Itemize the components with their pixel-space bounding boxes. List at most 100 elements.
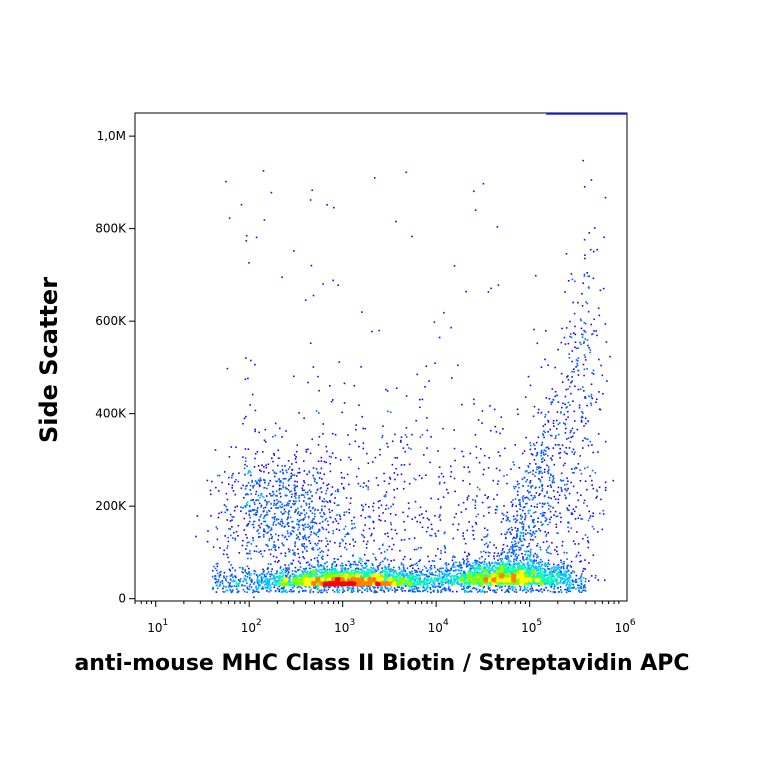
event-dot bbox=[519, 515, 522, 517]
event-dot bbox=[216, 565, 219, 568]
event-dot bbox=[419, 590, 421, 593]
event-dot bbox=[527, 562, 529, 565]
event-dot bbox=[584, 322, 587, 325]
event-dot bbox=[250, 586, 253, 588]
event-dot bbox=[481, 410, 484, 412]
event-dot bbox=[515, 545, 517, 548]
event-dot bbox=[540, 521, 542, 523]
event-dot bbox=[524, 566, 526, 568]
event-dot bbox=[231, 590, 234, 593]
event-dot bbox=[545, 549, 548, 551]
event-dot bbox=[321, 478, 323, 480]
event-dot bbox=[546, 583, 549, 585]
event-dot bbox=[468, 585, 470, 588]
event-dot bbox=[440, 552, 442, 554]
event-dot bbox=[362, 442, 365, 444]
event-dot bbox=[272, 578, 275, 580]
event-dot bbox=[591, 479, 593, 482]
event-dot bbox=[293, 583, 296, 586]
event-dot bbox=[488, 581, 491, 584]
event-dot bbox=[439, 577, 441, 580]
event-dot bbox=[519, 499, 521, 501]
event-dot bbox=[252, 509, 254, 512]
event-dot bbox=[257, 529, 259, 531]
event-dot bbox=[378, 564, 380, 567]
event-dot bbox=[461, 573, 464, 575]
event-dot bbox=[383, 566, 386, 568]
event-dot bbox=[310, 574, 313, 577]
event-dot bbox=[424, 386, 426, 388]
event-dot bbox=[568, 522, 570, 524]
event-dot bbox=[460, 567, 462, 569]
event-dot bbox=[352, 587, 355, 590]
event-dot bbox=[401, 586, 403, 589]
event-dot bbox=[605, 341, 608, 343]
event-dot bbox=[574, 346, 576, 349]
event-dot bbox=[267, 531, 270, 533]
event-dot bbox=[562, 565, 565, 567]
event-dot bbox=[604, 489, 607, 491]
event-dot bbox=[245, 504, 247, 507]
event-dot bbox=[511, 567, 513, 570]
event-dot bbox=[457, 572, 459, 575]
event-dot bbox=[323, 512, 325, 514]
event-dot bbox=[487, 567, 490, 570]
event-dot bbox=[257, 499, 260, 502]
event-dot bbox=[370, 590, 373, 592]
event-dot bbox=[558, 566, 561, 568]
event-dot bbox=[539, 575, 542, 577]
event-dot bbox=[475, 445, 478, 448]
event-dot bbox=[510, 468, 512, 470]
event-dot bbox=[336, 591, 339, 593]
event-dot bbox=[246, 484, 248, 487]
event-dot bbox=[410, 586, 413, 589]
event-dot bbox=[591, 333, 593, 336]
event-dot bbox=[467, 560, 469, 563]
event-dot bbox=[310, 521, 312, 524]
event-dot bbox=[510, 555, 512, 557]
event-dot bbox=[265, 583, 267, 586]
event-dot bbox=[569, 576, 572, 578]
event-dot bbox=[476, 560, 479, 562]
event-dot bbox=[289, 575, 292, 577]
event-dot bbox=[243, 517, 245, 520]
event-dot bbox=[493, 589, 495, 591]
event-dot bbox=[587, 519, 590, 522]
event-dot bbox=[273, 584, 275, 586]
event-dot bbox=[311, 548, 314, 551]
event-dot bbox=[514, 521, 517, 523]
event-dot bbox=[226, 575, 228, 578]
event-dot bbox=[277, 464, 279, 467]
event-dot bbox=[592, 333, 594, 335]
event-dot bbox=[433, 583, 436, 585]
event-dot bbox=[305, 561, 308, 564]
event-dot bbox=[479, 588, 481, 591]
event-dot bbox=[422, 517, 425, 519]
event-dot bbox=[543, 514, 545, 517]
event-dot bbox=[527, 510, 529, 512]
event-dot bbox=[507, 516, 509, 519]
event-dot bbox=[542, 567, 545, 570]
event-dot bbox=[425, 573, 427, 576]
event-dot bbox=[587, 546, 590, 549]
event-dot bbox=[304, 513, 306, 516]
event-dot bbox=[580, 419, 583, 422]
event-dot bbox=[532, 581, 534, 583]
event-dot bbox=[589, 248, 592, 251]
event-dot bbox=[389, 569, 392, 572]
event-dot bbox=[567, 580, 569, 582]
event-dot bbox=[290, 496, 293, 498]
event-dot bbox=[488, 587, 491, 589]
event-dot bbox=[394, 514, 397, 516]
event-dot bbox=[444, 582, 447, 584]
event-dot bbox=[452, 582, 455, 585]
event-dot bbox=[284, 535, 287, 538]
event-dot bbox=[584, 331, 587, 333]
event-dot bbox=[273, 575, 275, 577]
event-dot bbox=[554, 390, 557, 393]
event-dot bbox=[267, 584, 269, 587]
event-dot bbox=[579, 554, 582, 557]
event-dot bbox=[513, 487, 516, 490]
event-dot bbox=[506, 545, 509, 547]
event-dot bbox=[269, 588, 271, 590]
